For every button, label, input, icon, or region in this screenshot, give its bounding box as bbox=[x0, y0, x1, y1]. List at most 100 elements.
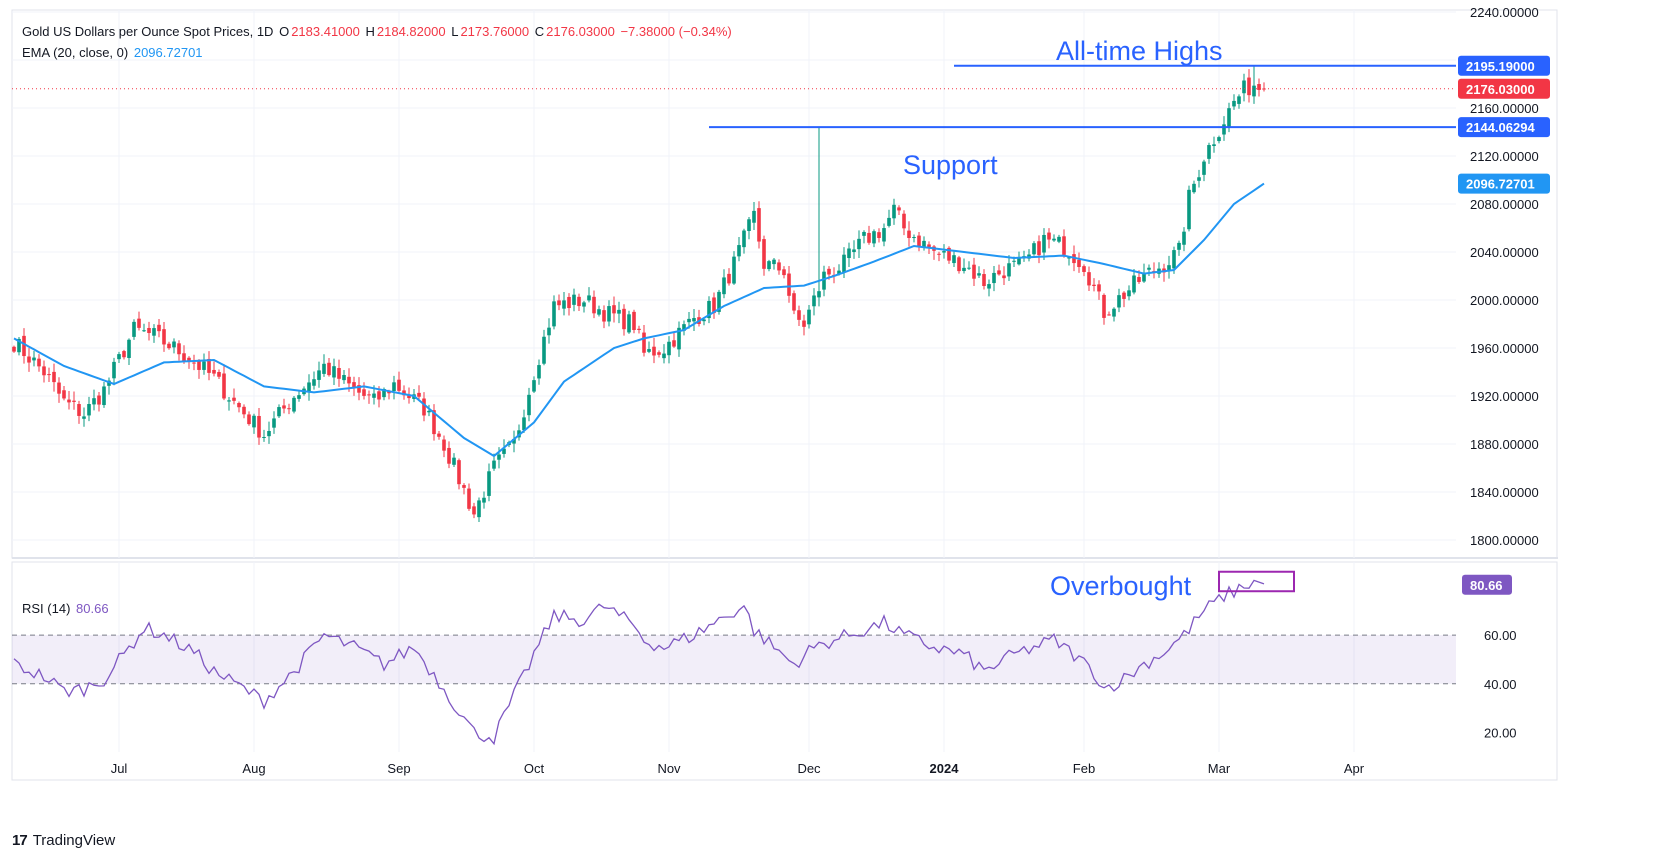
candle-body bbox=[1042, 234, 1046, 253]
tradingview-logo[interactable]: 17 TradingView bbox=[12, 832, 115, 849]
price-tick-label: 2080.00000 bbox=[1470, 197, 1539, 212]
candle-body bbox=[1192, 183, 1196, 193]
brand-name: TradingView bbox=[32, 832, 116, 849]
candle-body bbox=[777, 262, 781, 271]
candle-body bbox=[202, 361, 206, 370]
rsi-value: 80.66 bbox=[76, 601, 109, 616]
candle-body bbox=[447, 447, 451, 464]
candle-body bbox=[522, 417, 526, 431]
candle-body bbox=[857, 238, 861, 250]
candle-body bbox=[1177, 242, 1181, 250]
candle-body bbox=[332, 366, 336, 378]
candle-body bbox=[1247, 77, 1251, 96]
candle-body bbox=[187, 357, 191, 362]
candle-body bbox=[992, 272, 996, 284]
candle-body bbox=[542, 336, 546, 364]
ema-price-tag-bg bbox=[1458, 173, 1550, 194]
candle-body bbox=[742, 230, 746, 248]
candle-body bbox=[17, 338, 21, 353]
candle-body bbox=[317, 370, 321, 380]
candle-body bbox=[22, 335, 26, 357]
candle-body bbox=[407, 394, 411, 399]
candle-body bbox=[452, 457, 456, 465]
candle-body bbox=[802, 320, 806, 327]
candle-body bbox=[192, 362, 196, 364]
candle-body bbox=[592, 296, 596, 314]
candle-body bbox=[1127, 290, 1131, 297]
overbought-box[interactable] bbox=[1218, 570, 1295, 593]
candle-body bbox=[182, 353, 186, 361]
candle-body bbox=[837, 270, 841, 275]
price-tick-label: 1880.00000 bbox=[1470, 437, 1539, 452]
candle-body bbox=[1232, 100, 1236, 107]
candle-body bbox=[207, 358, 211, 373]
candle-body bbox=[462, 485, 466, 488]
candle-body bbox=[527, 394, 531, 416]
candle-body bbox=[997, 270, 1001, 275]
candle-body bbox=[292, 397, 296, 412]
candle-body bbox=[787, 273, 791, 296]
candle-body bbox=[267, 430, 271, 437]
time-tick-label: Aug bbox=[242, 761, 265, 776]
candle-body bbox=[1007, 263, 1011, 277]
candle-body bbox=[172, 341, 176, 348]
candle-body bbox=[827, 268, 831, 275]
ath-price-tag-bg bbox=[1458, 55, 1550, 76]
tradingview-logo-icon: 17 bbox=[12, 832, 28, 849]
candle-body bbox=[792, 293, 796, 311]
candle-body bbox=[222, 373, 226, 399]
candle-body bbox=[762, 239, 766, 269]
candle-body bbox=[367, 394, 371, 396]
price-tick-label: 1920.00000 bbox=[1470, 389, 1539, 404]
candle-body bbox=[42, 366, 46, 376]
candle-body bbox=[897, 207, 901, 211]
candle-body bbox=[392, 382, 396, 392]
price-tick-label: 2160.00000 bbox=[1470, 101, 1539, 116]
candle-body bbox=[937, 253, 941, 255]
candle-body bbox=[162, 329, 166, 345]
ath-price-tag: 2195.19000 bbox=[1466, 59, 1535, 74]
candle-body bbox=[942, 251, 946, 253]
candle-body bbox=[817, 291, 821, 298]
candle-body bbox=[1082, 266, 1086, 272]
candle-body bbox=[322, 363, 326, 374]
candle-body bbox=[667, 341, 671, 356]
candle-body bbox=[32, 357, 36, 361]
candle-body bbox=[232, 397, 236, 401]
candle-body bbox=[442, 439, 446, 451]
candle-body bbox=[1252, 85, 1256, 97]
candle-body bbox=[372, 393, 376, 398]
last-price-tag: 2176.03000 bbox=[1466, 82, 1535, 97]
ema-price-tag: 2096.72701 bbox=[1466, 177, 1535, 192]
candle-body bbox=[1122, 292, 1126, 299]
candle-body bbox=[87, 404, 91, 416]
candle-body bbox=[717, 291, 721, 312]
price-tick-label: 1960.00000 bbox=[1470, 341, 1539, 356]
support-annotation: Support bbox=[903, 150, 998, 180]
candle-body bbox=[1037, 241, 1041, 256]
rsi-value-tag: 80.66 bbox=[1470, 578, 1503, 593]
candle-body bbox=[1052, 238, 1056, 241]
time-tick-label: Jul bbox=[111, 761, 128, 776]
candle-body bbox=[647, 349, 651, 352]
candle-body bbox=[627, 314, 631, 333]
candle-body bbox=[242, 406, 246, 415]
candle-body bbox=[912, 237, 916, 239]
candle-body bbox=[982, 274, 986, 287]
candle-body bbox=[252, 415, 256, 428]
time-tick-label: Oct bbox=[524, 761, 545, 776]
price-tick-label: 1840.00000 bbox=[1470, 485, 1539, 500]
candle-body bbox=[562, 300, 566, 309]
candle-body bbox=[957, 257, 961, 272]
candle-body bbox=[532, 380, 536, 392]
candle-body bbox=[1202, 161, 1206, 175]
candle-body bbox=[1222, 124, 1226, 135]
candle-body bbox=[752, 210, 756, 223]
candle-body bbox=[1167, 265, 1171, 271]
price-legend: Gold US Dollars per Ounce Spot Prices, 1… bbox=[22, 24, 732, 39]
candle-body bbox=[422, 398, 426, 416]
candle-body bbox=[1012, 260, 1016, 262]
candle-body bbox=[97, 395, 101, 405]
candle-body bbox=[962, 267, 966, 272]
